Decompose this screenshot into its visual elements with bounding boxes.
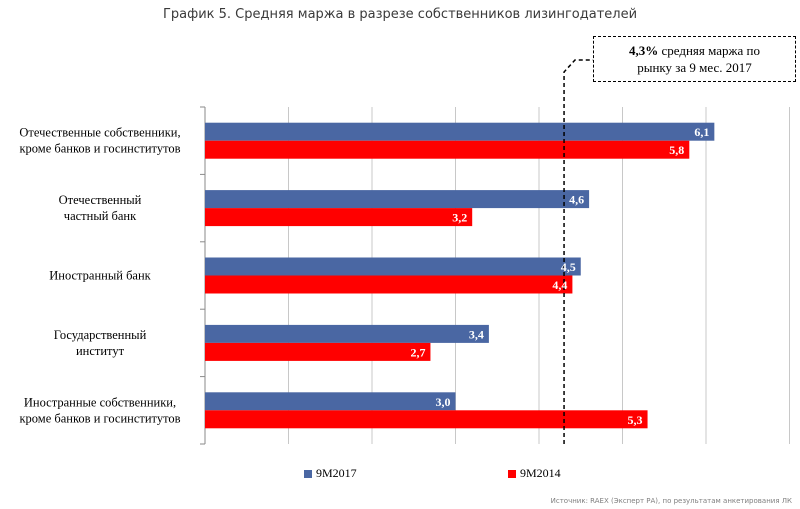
legend-item-9m2017: 9М2017	[304, 466, 357, 481]
category-label: кроме банков и госинститутов	[19, 142, 180, 156]
bar-9m2017	[205, 190, 590, 209]
legend-label-9m2017: 9М2017	[316, 466, 357, 480]
category-label: Иностранные собственники,	[24, 395, 176, 409]
callout-text-1: средняя маржа по	[658, 43, 760, 58]
category-label: кроме банков и госинститутов	[19, 411, 180, 425]
legend-label-9m2014: 9М2014	[520, 466, 561, 480]
category-label: Отечественный	[59, 193, 142, 207]
category-label: Иностранный банк	[49, 269, 151, 283]
value-label: 5,3	[628, 413, 643, 427]
category-label: институт	[76, 344, 125, 358]
value-label: 4,5	[561, 260, 576, 274]
bar-9m2017	[205, 324, 489, 343]
bar-9m2017	[205, 392, 456, 411]
bar-9m2014	[205, 275, 573, 294]
callout-value: 4,3%	[628, 43, 659, 58]
reference-line	[563, 59, 593, 444]
bar-9m2014	[205, 208, 473, 227]
category-axis	[200, 106, 206, 445]
value-label: 5,8	[669, 143, 684, 157]
callout-text-2: рынку за 9 мес. 2017	[637, 60, 752, 75]
category-label: Государственный	[54, 328, 147, 342]
market-average-line	[563, 59, 593, 444]
value-label: 4,6	[569, 193, 584, 207]
value-label: 3,0	[436, 395, 451, 409]
category-labels: Отечественные собственники, кроме банков …	[19, 126, 180, 426]
category-label: Отечественные собственники,	[19, 126, 180, 140]
bar-9m2017	[205, 257, 581, 276]
legend-swatch-9m2017	[304, 469, 312, 478]
category-label: частный банк	[64, 209, 137, 223]
legend-swatch-9m2014	[508, 469, 516, 478]
bar-9m2017	[205, 122, 715, 141]
bar-9m2014	[205, 410, 648, 429]
source-note: Источник: RAEX (Эксперт РА), по результа…	[550, 497, 792, 505]
bar-9m2014	[205, 140, 690, 159]
bar-9m2014	[205, 342, 431, 361]
legend-item-9m2014: 9М2014	[508, 466, 561, 481]
value-labels: 6,1 5,8 4,6 3,2 4,5 4,4 3,4 2,7 3,0 5,3	[410, 125, 709, 427]
average-margin-callout: 4,3% средняя маржа по рынку за 9 мес. 20…	[593, 36, 796, 82]
value-label: 3,2	[452, 211, 467, 225]
chart-title: График 5. Средняя маржа в разрезе собств…	[162, 7, 638, 22]
value-label: 4,4	[552, 278, 567, 292]
value-label: 6,1	[694, 125, 709, 139]
bars	[205, 122, 715, 429]
value-label: 3,4	[469, 327, 484, 341]
value-label: 2,7	[410, 345, 425, 359]
